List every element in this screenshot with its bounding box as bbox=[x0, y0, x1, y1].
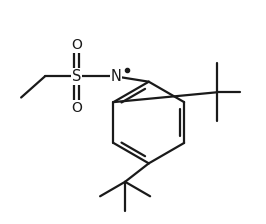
Text: N: N bbox=[110, 69, 121, 84]
Text: O: O bbox=[71, 101, 82, 115]
Text: O: O bbox=[71, 38, 82, 52]
Text: S: S bbox=[72, 69, 81, 84]
